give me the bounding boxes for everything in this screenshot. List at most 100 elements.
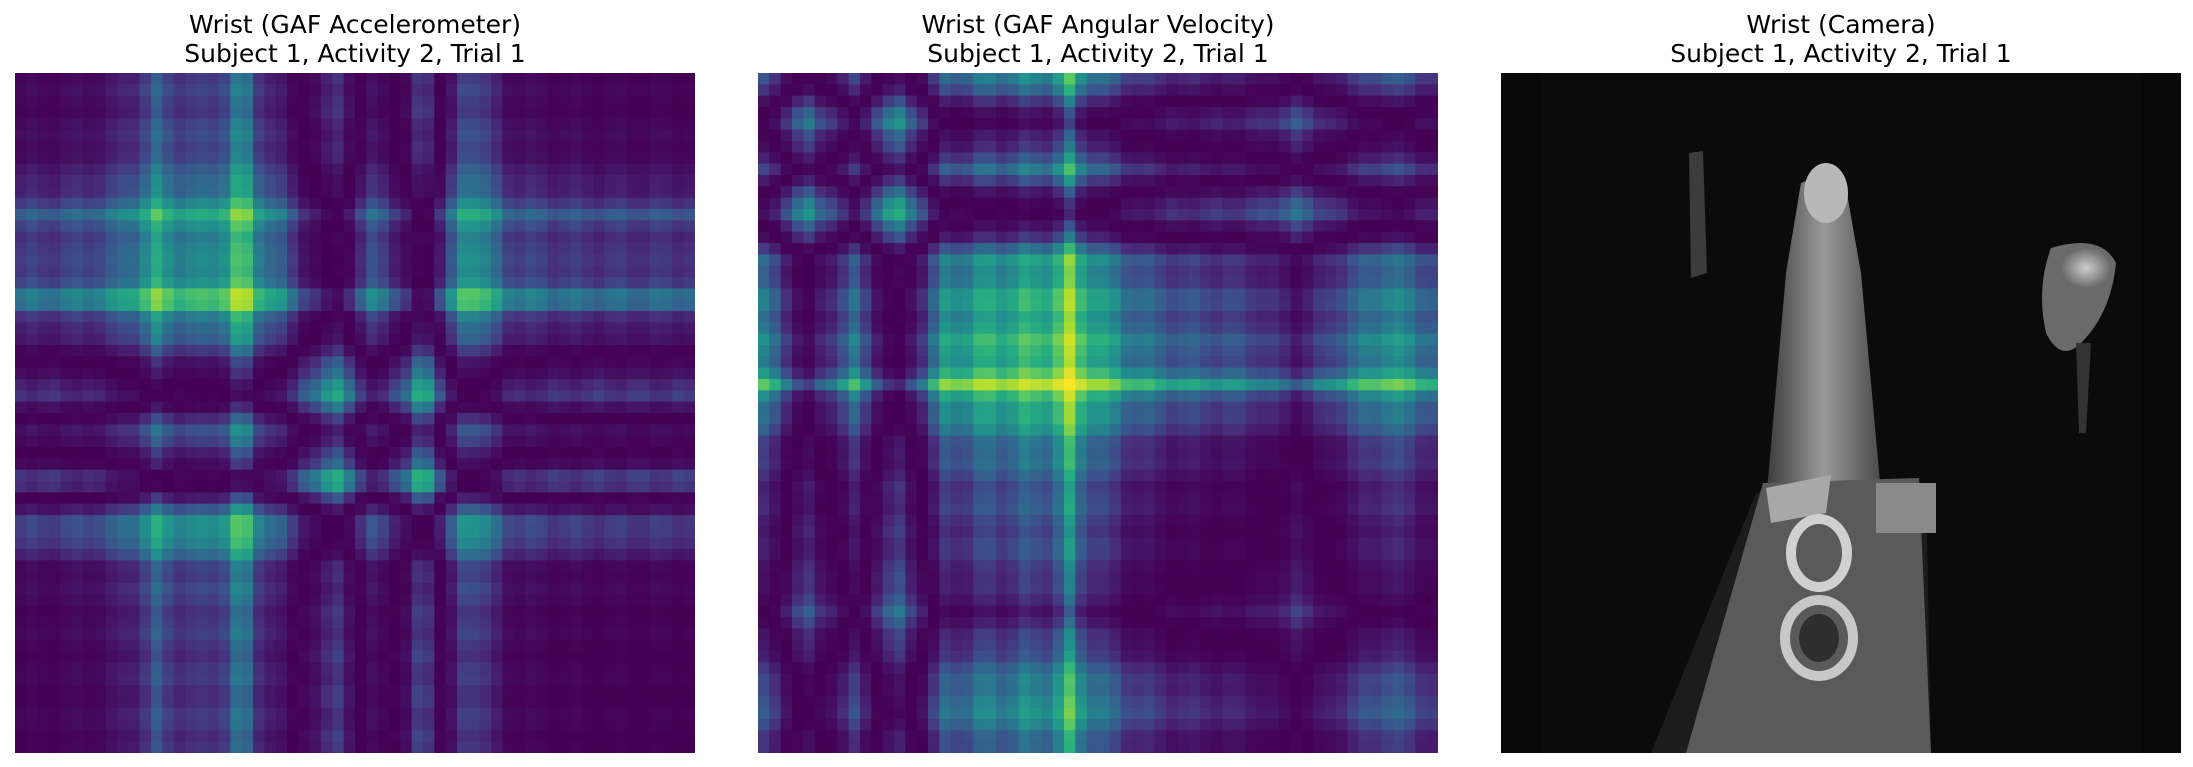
heatmap-cell [185, 277, 197, 289]
heatmap-cell [389, 118, 401, 131]
heatmap-cell [683, 379, 695, 391]
heatmap-cell [355, 265, 367, 278]
heatmap-cell [71, 220, 84, 233]
heatmap-cell [996, 84, 1008, 97]
heatmap-cell [502, 583, 515, 595]
heatmap-cell [649, 129, 662, 142]
heatmap-cell [377, 277, 390, 289]
heatmap-cell [916, 95, 929, 108]
heatmap-cell [117, 345, 129, 357]
heatmap-cell [615, 129, 628, 142]
heatmap-cell [950, 277, 963, 289]
heatmap-cell [207, 424, 220, 437]
heatmap-cell [264, 288, 277, 301]
heatmap-cell [185, 503, 197, 516]
heatmap-cell [826, 209, 838, 221]
heatmap-cell [1370, 231, 1382, 244]
heatmap-cell [1222, 243, 1235, 255]
heatmap-cell [423, 537, 435, 550]
heatmap-cell [241, 583, 254, 595]
heatmap-cell [411, 469, 424, 482]
heatmap-cell [1324, 107, 1337, 119]
heatmap-cell [411, 617, 424, 629]
heatmap-cell [1188, 107, 1201, 119]
heatmap-cell [581, 220, 594, 233]
heatmap-cell [1177, 186, 1190, 199]
heatmap-cell [151, 311, 163, 323]
heatmap-cell [1347, 265, 1360, 278]
heatmap-cell [411, 141, 424, 153]
heatmap-cell [1188, 277, 1201, 289]
heatmap-cell [649, 594, 662, 607]
heatmap-cell [445, 163, 458, 176]
heatmap-cell [1177, 243, 1190, 255]
heatmap-cell [615, 424, 628, 437]
heatmap-cell [196, 605, 209, 618]
heatmap-cell [49, 299, 61, 312]
heatmap-cell [536, 220, 549, 233]
heatmap-cell [860, 141, 872, 153]
heatmap-cell [837, 152, 850, 165]
heatmap-cell [49, 458, 61, 471]
heatmap-cell [275, 628, 288, 641]
heatmap-cell [94, 288, 107, 301]
heatmap-cell [1381, 243, 1394, 255]
heatmap-cell [207, 333, 220, 346]
heatmap-cell [1268, 254, 1280, 267]
heatmap-cell [207, 141, 220, 153]
heatmap-cell [649, 651, 662, 663]
heatmap-cell [298, 390, 311, 403]
heatmap-cell [661, 617, 673, 629]
heatmap-cell [298, 458, 311, 471]
heatmap-cell [287, 163, 299, 176]
heatmap-cell [275, 197, 288, 210]
heatmap-cell [253, 571, 265, 584]
heatmap-cell [411, 311, 424, 323]
heatmap-cell [803, 73, 816, 85]
heatmap-cell [468, 367, 481, 380]
heatmap-cell [49, 469, 61, 482]
heatmap-cell [253, 129, 265, 142]
heatmap-cell [468, 492, 481, 505]
heatmap-cell [230, 277, 243, 289]
heatmap-cell [241, 662, 254, 675]
heatmap-cell [37, 197, 50, 210]
heatmap-cell [860, 163, 872, 176]
heatmap-cell [1052, 265, 1065, 278]
heatmap-cell [513, 571, 526, 584]
heatmap-cell [649, 537, 662, 550]
heatmap-cell [672, 435, 685, 448]
heatmap-cell [758, 175, 770, 187]
heatmap-cell [792, 299, 804, 312]
heatmap-cell [400, 639, 413, 652]
heatmap-cell [196, 186, 209, 199]
heatmap-cell [627, 186, 639, 199]
heatmap-cell [83, 175, 95, 187]
heatmap-cell [423, 605, 435, 618]
heatmap-cell [513, 356, 526, 369]
heatmap-cell [105, 299, 118, 312]
heatmap-cell [939, 299, 952, 312]
heatmap-cell [479, 356, 492, 369]
heatmap-cell [173, 152, 186, 165]
heatmap-cell [604, 741, 617, 753]
heatmap-cell [683, 254, 695, 267]
heatmap-cell [649, 526, 662, 539]
heatmap-cell [105, 549, 118, 561]
heatmap-cell [502, 197, 515, 210]
heatmap-cell [1324, 152, 1337, 165]
heatmap-cell [219, 503, 231, 516]
heatmap-cell [1324, 186, 1337, 199]
heatmap-cell [513, 424, 526, 437]
heatmap-cell [1064, 95, 1076, 108]
heatmap-cell [559, 503, 571, 516]
heatmap-cell [1370, 209, 1382, 221]
heatmap-cell [604, 730, 617, 743]
heatmap-cell [15, 209, 27, 221]
heatmap-cell [230, 469, 243, 482]
heatmap-cell [769, 129, 782, 142]
heatmap-cell [604, 515, 617, 527]
heatmap-cell [185, 73, 197, 85]
heatmap-cell [570, 571, 583, 584]
heatmap-cell [672, 84, 685, 97]
